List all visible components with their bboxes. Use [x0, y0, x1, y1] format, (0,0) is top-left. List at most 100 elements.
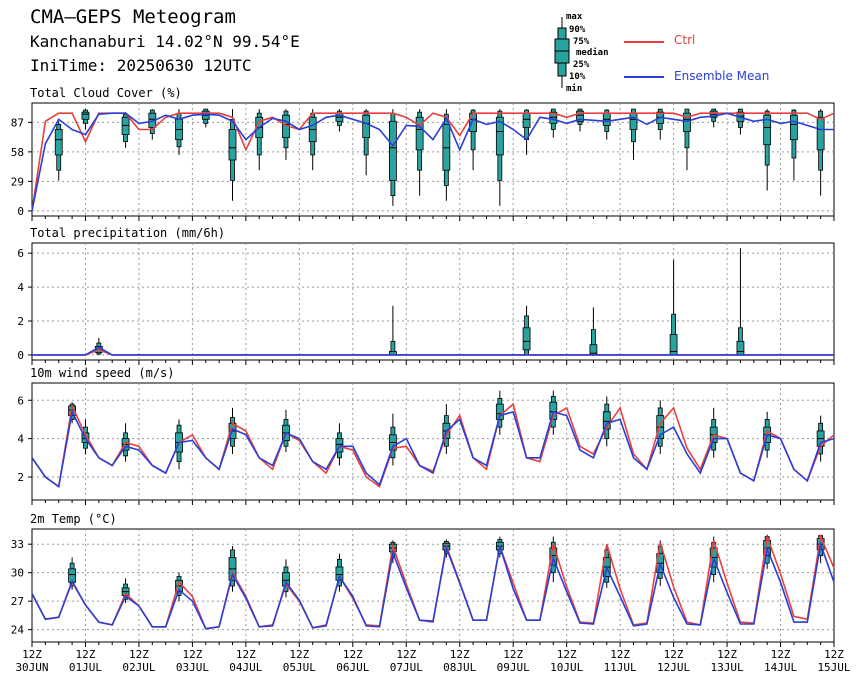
ensemble-box	[228, 546, 237, 592]
ensemble-box	[255, 109, 264, 171]
box-inner	[335, 566, 344, 581]
x-day-label: 08JUL	[443, 661, 476, 674]
y-tick-label: 30	[11, 567, 24, 580]
legend-max-label: max	[566, 12, 583, 22]
box-inner	[228, 129, 237, 161]
x-day-label: 03JUL	[176, 661, 209, 674]
panel-title: 2m Temp (°C)	[30, 512, 117, 526]
ensemble-box	[736, 248, 745, 356]
ensemble-box	[282, 409, 290, 453]
x-hour-label: 12Z	[503, 648, 523, 661]
ensemble-box	[709, 407, 718, 458]
ensemble-box	[282, 559, 290, 598]
ensemble-box	[81, 109, 90, 130]
ensemble-box	[54, 121, 63, 181]
box-inner	[549, 111, 558, 124]
ensemble-mean-series-line	[31, 112, 834, 212]
box-inner	[495, 116, 504, 156]
box-inner	[522, 327, 531, 351]
legend-ensemble-mean-label: Ensemble Mean	[674, 69, 770, 83]
y-tick-label: 6	[17, 247, 24, 260]
y-tick-label: 2	[17, 315, 24, 328]
x-hour-label: 12Z	[557, 648, 577, 661]
ensemble-box	[589, 307, 598, 356]
x-hour-label: 12Z	[289, 648, 309, 661]
ensemble-box	[388, 305, 397, 356]
meteogram-title: CMA–GEPS Meteogram	[30, 6, 236, 28]
y-tick-label: 4	[17, 433, 24, 446]
y-tick-label: 4	[17, 281, 24, 294]
ensemble-box	[121, 112, 130, 148]
box-inner	[81, 111, 90, 120]
ensemble-box	[335, 109, 344, 132]
ensemble-box	[388, 109, 397, 206]
ensemble-mean-series-line	[32, 346, 834, 356]
ensemble-box	[68, 557, 76, 590]
ensemble-box	[816, 109, 825, 196]
box-inner	[335, 438, 344, 453]
legend-p90-label: 90%	[569, 25, 586, 35]
x-hour-label: 12Z	[236, 648, 256, 661]
ensemble-box	[495, 109, 504, 206]
x-day-label: 30JUN	[15, 661, 48, 674]
x-hour-label: 12Z	[343, 648, 363, 661]
panel-title: Total Cloud Cover (%)	[30, 86, 182, 100]
ensemble-box	[308, 109, 317, 171]
panel-title: Total precipitation (mm/6h)	[30, 226, 225, 240]
ensemble-box	[415, 109, 424, 196]
x-hour-label: 12Z	[396, 648, 416, 661]
y-tick-label: 58	[11, 146, 24, 159]
x-day-label: 05JUL	[283, 661, 316, 674]
box-inner	[362, 114, 371, 139]
box-inner	[54, 129, 63, 156]
legend-p10-label: 10%	[569, 72, 586, 82]
box-inner	[522, 112, 531, 128]
panel-3	[28, 382, 835, 505]
y-tick-label: 33	[11, 538, 24, 551]
y-tick-label: 29	[11, 175, 24, 188]
ensemble-box	[669, 259, 678, 356]
x-day-label: 07JUL	[390, 661, 423, 674]
x-day-label: 14JUL	[764, 661, 797, 674]
box-inner	[602, 411, 611, 430]
x-day-label: 04JUL	[229, 661, 262, 674]
box-inner	[683, 112, 691, 132]
y-tick-label: 0	[17, 205, 24, 218]
ensemble-box	[362, 109, 371, 176]
x-day-label: 15JUL	[817, 661, 850, 674]
box-inner	[415, 116, 424, 151]
x-hour-label: 12Z	[450, 648, 470, 661]
panel-1	[28, 102, 835, 221]
x-day-label: 12JUL	[657, 661, 690, 674]
ensemble-box	[175, 109, 183, 155]
box-inner	[442, 123, 451, 171]
y-tick-label: 2	[17, 471, 24, 484]
x-hour-label: 12Z	[610, 648, 630, 661]
x-day-label: 01JUL	[69, 661, 102, 674]
ensemble-mean-series-line	[31, 409, 835, 488]
box-inner	[790, 114, 798, 141]
ensemble-box	[335, 553, 344, 592]
legend-ctrl-label: Ctrl	[674, 33, 696, 47]
ensemble-box	[683, 108, 691, 171]
ensemble-box	[763, 109, 772, 191]
x-hour-label: 12Z	[182, 648, 202, 661]
panel-frame	[31, 242, 835, 361]
x-day-label: 02JUL	[122, 661, 155, 674]
panel-2	[28, 242, 835, 365]
panel-4	[28, 528, 835, 647]
x-day-label: 10JUL	[550, 661, 583, 674]
ensemble-box	[656, 400, 665, 454]
x-hour-label: 12Z	[824, 648, 844, 661]
y-tick-label: 27	[11, 595, 24, 608]
x-day-label: 06JUL	[336, 661, 369, 674]
ensemble-box	[709, 108, 718, 128]
legend-median-label: median	[576, 48, 609, 58]
legend-min-label: min	[566, 84, 583, 94]
y-tick-label: 87	[11, 116, 24, 129]
ensemble-box	[335, 423, 344, 466]
ensemble-box	[602, 396, 611, 447]
box-inner	[549, 401, 558, 420]
x-hour-label: 12Z	[76, 648, 96, 661]
